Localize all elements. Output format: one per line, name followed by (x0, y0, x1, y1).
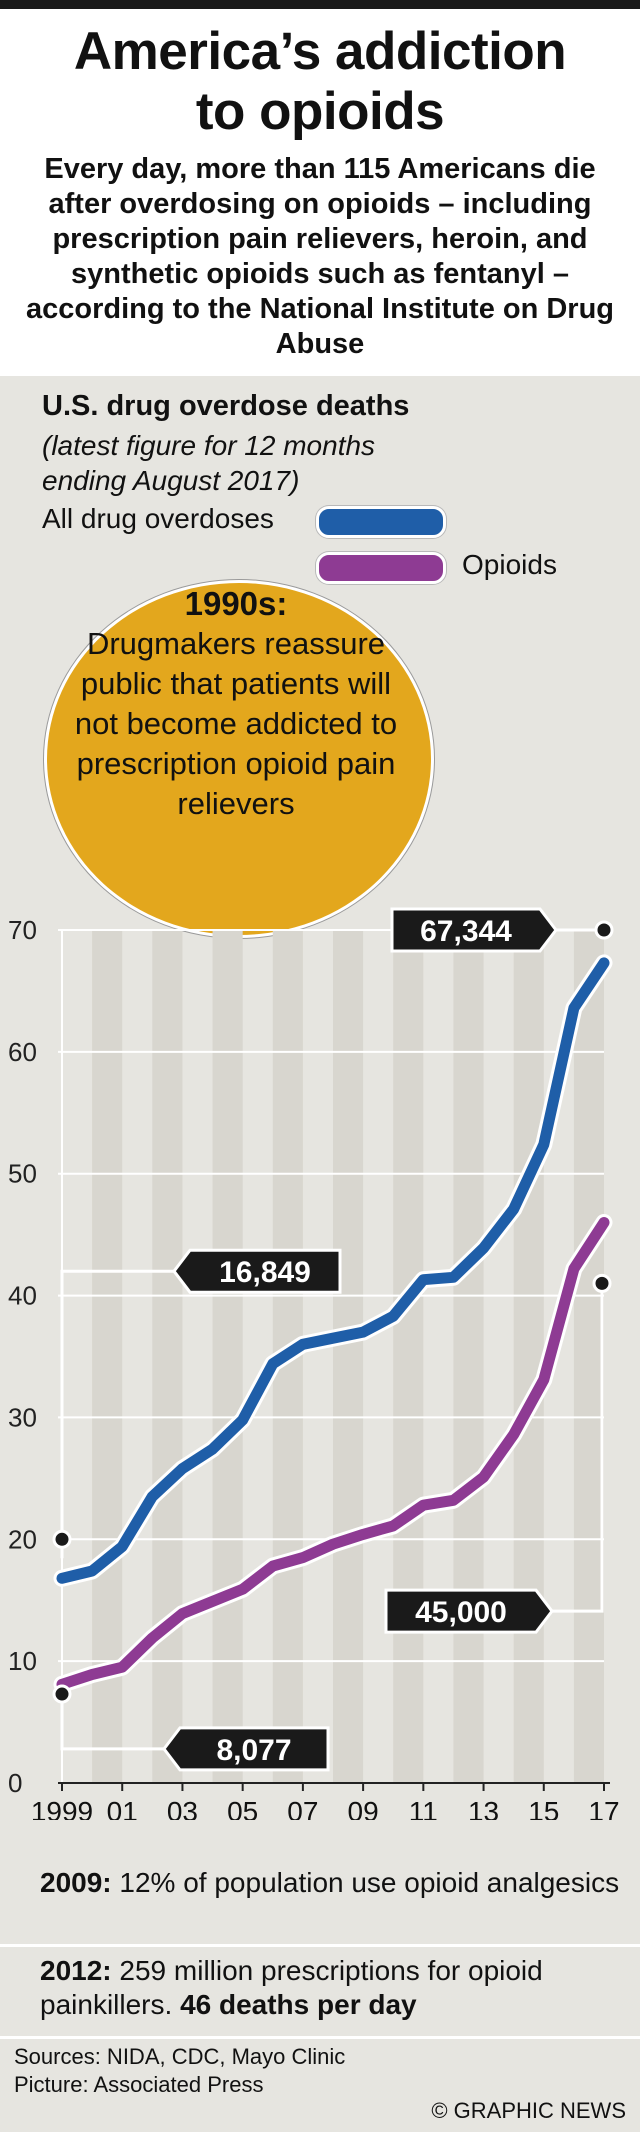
legend-swatch-all (316, 506, 446, 538)
y-tick-label: 20 (8, 1524, 37, 1554)
divider-2 (0, 2036, 640, 2039)
year-stripe (573, 930, 604, 1783)
note-bubble-text: 1990s: Drugmakers reassure public that p… (56, 584, 416, 824)
chart-annotations: 16,849 8,077 67,344 45,000 (52, 907, 614, 1772)
fact-2012: 2012: 259 million prescriptions for opio… (40, 1954, 630, 2022)
x-tick-label: 13 (468, 1796, 499, 1820)
x-axis-ticks: 1999 01 03 05 07 09 11 13 15 17 (31, 1782, 620, 1820)
title-line-2: to opioids (195, 82, 445, 141)
x-tick-label: 01 (107, 1796, 138, 1820)
divider-1 (0, 1944, 640, 1947)
year-stripe (152, 930, 183, 1783)
callout-67344: 67,344 (390, 907, 558, 953)
fact-2009-text: 12% of population use opioid analgesics (111, 1867, 620, 1898)
note-bubble-body: Drugmakers reassure public that patients… (74, 626, 398, 821)
callout-8077: 8,077 (162, 1726, 330, 1772)
year-stripe (513, 930, 544, 1783)
fact-2009-year: 2009: (40, 1867, 112, 1898)
page-title: America’s addiction to opioids (0, 22, 640, 142)
fact-2012-year: 2012: (40, 1955, 112, 1986)
callout-16849-box (172, 1248, 342, 1294)
legend-label-all: All drug overdoses (42, 503, 274, 534)
callout-45000: 45,000 (384, 1588, 554, 1634)
x-tick-label: 1999 (31, 1796, 93, 1820)
callout-67344-label: 67,344 (420, 915, 512, 948)
fact-2012-text: 259 million prescriptions for opioid pai… (40, 1955, 543, 2020)
year-stripe (333, 930, 364, 1783)
y-tick-label: 50 (8, 1159, 37, 1189)
marker-8077 (52, 1684, 72, 1704)
y-tick-label: 30 (8, 1402, 37, 1432)
leader-16849 (60, 1269, 190, 1559)
fact-2012-highlight: 46 deaths per day (180, 1989, 417, 2020)
note-bubble (44, 580, 434, 938)
marker-16849 (52, 1529, 72, 1549)
y-tick-label: 10 (8, 1646, 37, 1676)
year-stripe (92, 930, 123, 1783)
chart-subtitle: (latest figure for 12 months ending Augu… (42, 430, 376, 496)
top-rule (0, 0, 640, 9)
legend-swatch-opioids (316, 552, 446, 584)
callout-67344-box (390, 907, 558, 953)
x-tick-label: 11 (409, 1796, 438, 1820)
callout-8077-box (162, 1726, 330, 1772)
callout-45000-box (384, 1588, 554, 1634)
footer-sources: Sources: NIDA, CDC, Mayo Clinic (14, 2044, 346, 2069)
note-bubble-heading: 1990s: (184, 585, 288, 622)
legend-label-opioids: Opioids (462, 549, 557, 580)
chart-title: U.S. drug overdose deaths (42, 390, 410, 422)
x-tick-label: 15 (528, 1796, 559, 1820)
x-tick-label: 03 (167, 1796, 198, 1820)
chart-background-stripes (92, 930, 604, 1783)
leader-8077 (60, 1694, 180, 1751)
x-tick-label: 05 (227, 1796, 258, 1820)
page-subtitle: Every day, more than 115 Americans die a… (25, 153, 615, 360)
y-tick-label: 70 (8, 915, 37, 945)
year-stripe (453, 930, 484, 1783)
callout-16849: 16,849 (172, 1248, 342, 1294)
x-tick-label: 07 (287, 1796, 318, 1820)
leader-45000 (540, 1283, 604, 1613)
callout-45000-label: 45,000 (415, 1596, 507, 1629)
callout-8077-label: 8,077 (216, 1734, 291, 1767)
line-chart: 0 10 20 30 40 50 60 70 1999 01 03 05 07 09 11 13 15 17 1… (8, 907, 620, 1820)
y-axis-ticks: 0 10 20 30 40 50 60 70 (8, 915, 37, 1798)
marker-67344 (594, 920, 614, 940)
footer-credit: © GRAPHIC NEWS (431, 2098, 626, 2123)
marker-45000 (592, 1273, 612, 1293)
y-tick-label: 60 (8, 1037, 37, 1067)
x-tick-label: 17 (588, 1796, 619, 1820)
fact-2009: 2009: 12% of population use opioid analg… (40, 1866, 630, 1900)
year-stripe (393, 930, 424, 1783)
title-line-1: America’s addiction (73, 22, 567, 81)
footer-picture: Picture: Associated Press (14, 2072, 264, 2097)
year-stripe (212, 930, 243, 1783)
callout-16849-label: 16,849 (219, 1256, 311, 1289)
y-tick-label: 40 (8, 1281, 37, 1311)
y-tick-label: 0 (8, 1768, 22, 1798)
chart-series (53, 954, 613, 1693)
x-tick-label: 09 (348, 1796, 379, 1820)
